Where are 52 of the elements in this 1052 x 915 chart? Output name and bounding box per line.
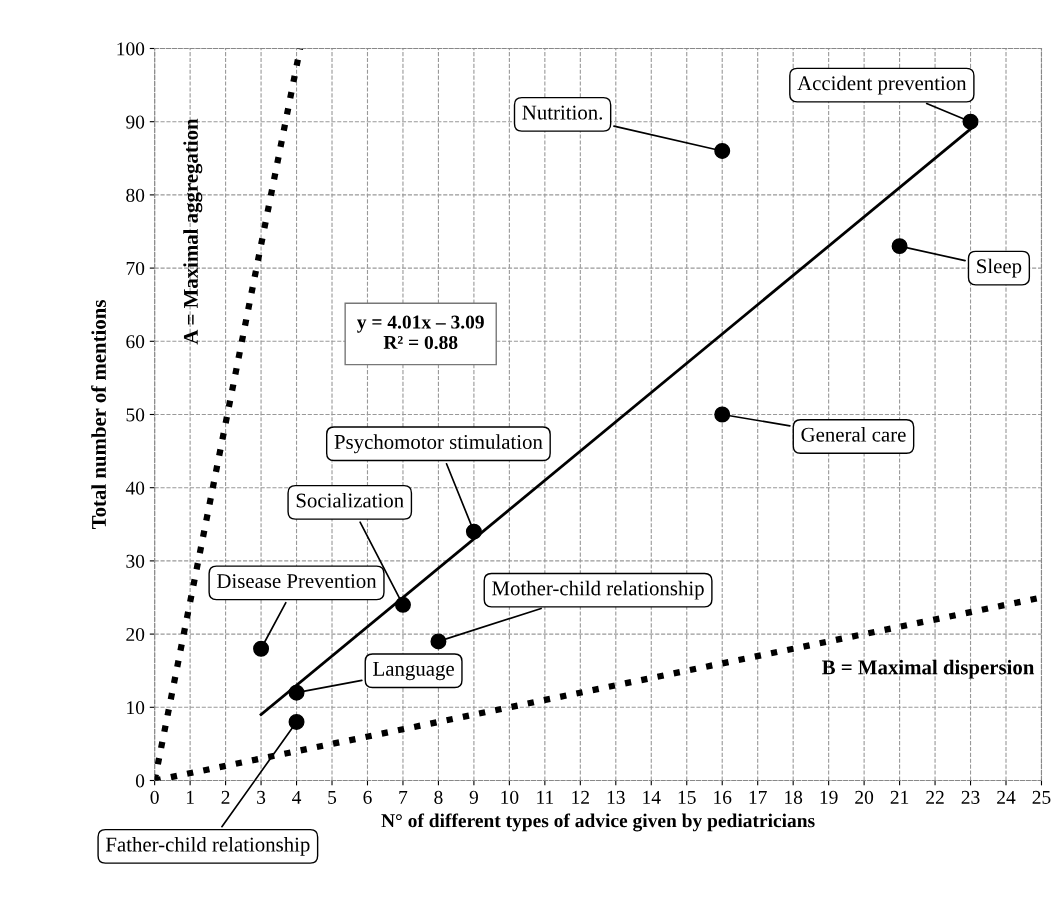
x-tick-label: 0 [150,790,159,804]
y-axis-title: Total number of mentions [91,300,107,530]
x-axis-title: N° of different types of advice given by pediatricians [381,813,815,832]
y-tick-label: 50 [126,408,145,422]
x-tick-label: 17 [749,790,767,804]
y-tick-label: 80 [126,188,145,202]
x-tick-label: 1 [186,790,194,804]
y-tick-label: 60 [126,335,145,349]
y-tick-label: 10 [127,701,145,715]
x-tick-label: 12 [572,790,589,804]
annotation: Nutrition. [522,105,603,120]
y-tick-label: 0 [135,774,145,788]
x-tick-label: 9 [469,790,478,804]
x-tick-label: 7 [399,790,408,804]
annotation: Disease Prevention [217,574,377,589]
series-label: B = Maximal dispersion [822,659,1035,679]
y-tick-label: 30 [126,554,145,568]
x-tick-label: 4 [292,790,302,804]
x-tick-label: 6 [363,790,372,804]
x-tick-label: 18 [785,790,803,804]
annotation: Psychomotor stimulation [334,434,543,454]
x-tick-label: 13 [607,790,625,804]
x-tick-label: 22 [926,790,944,804]
annotation: Language [373,662,454,681]
x-tick-label: 20 [855,790,874,804]
y-tick-label: 70 [126,261,145,276]
y-tick-label: 40 [125,481,145,495]
annotation: y = 4.01x – 3.09 R² = 0.88 [357,315,484,350]
x-tick-label: 15 [678,790,696,804]
y-tick-label: 100 [117,42,145,56]
x-tick-label: 24 [997,790,1016,804]
x-tick-label: 25 [1032,790,1051,804]
x-tick-label: 11 [537,790,554,804]
annotation: Father-child relationship [105,836,310,856]
x-tick-label: 8 [434,790,443,804]
annotation: Socialization [296,492,404,508]
annotation: General care [801,427,906,442]
text: A = Maximal aggregation [183,118,203,345]
x-tick-label: 2 [221,790,230,804]
x-tick-label: 23 [961,790,980,804]
x-tick-label: 3 [257,790,266,804]
annotation: Mother-child relationship [492,580,704,600]
x-tick-label: 14 [643,790,661,804]
x-tick-label: 10 [501,790,519,804]
x-tick-label: 21 [890,790,909,804]
x-tick-label: 16 [714,790,732,804]
annotation: Sleep [977,258,1022,278]
y-tick-label: 90 [126,115,145,129]
x-tick-label: 5 [328,790,337,804]
x-tick-label: 19 [820,790,838,804]
y-tick-label: 20 [126,627,145,642]
annotation: Accident prevention [797,75,967,95]
